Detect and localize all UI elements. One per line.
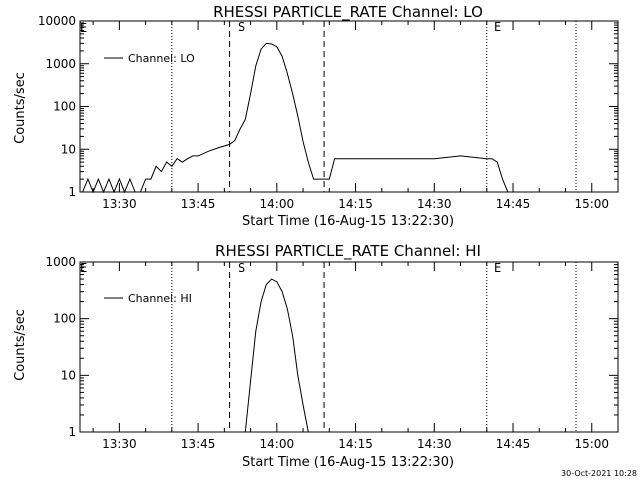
x-tick-label: 15:00 [574, 437, 609, 451]
x-tick-label: 14:00 [260, 437, 295, 451]
panel-lo: RHESSI PARTICLE_RATE Channel: LO Counts/… [13, 3, 501, 229]
y-tick-label: 1000 [45, 57, 76, 71]
panel-hi-title: RHESSI PARTICLE_RATE Channel: HI [215, 242, 481, 261]
panel-lo-xlabel: Start Time (16-Aug-15 13:22:30) [242, 214, 454, 229]
x-tick-label: 15:00 [574, 197, 609, 211]
plot-frame [79, 261, 619, 433]
series-line [82, 42, 613, 194]
panel-lo-ylabel: Counts/sec [13, 72, 28, 144]
y-tick-label: 100 [53, 100, 76, 114]
y-tick-label: 10 [61, 368, 76, 382]
x-tick-label: 14:15 [338, 437, 373, 451]
x-tick-label: 14:30 [417, 437, 452, 451]
x-tick-label: 14:00 [260, 197, 295, 211]
y-tick-label: 10 [61, 142, 76, 156]
y-tick-label: 1 [68, 185, 76, 199]
x-tick-label: 14:45 [496, 437, 531, 451]
panel-lo-legend-label: Channel: LO [128, 52, 195, 65]
x-tick-label: 13:30 [102, 437, 137, 451]
x-tick-label: 13:45 [181, 197, 216, 211]
panel-hi: RHESSI PARTICLE_RATE Channel: HI Counts/… [13, 242, 501, 470]
panel-hi-marker-e-end: E [494, 261, 501, 275]
plot-area-0: 13:30 13:45 14:00 14:15 14:30 14:45 15:00 1 10 10… [38, 14, 619, 211]
y-tick-label: 100 [53, 312, 76, 326]
y-tick-label: 10000 [38, 14, 76, 28]
panel-hi-xlabel: Start Time (16-Aug-15 13:22:30) [242, 455, 454, 470]
panel-hi-legend-label: Channel: HI [128, 292, 192, 305]
plot-area-1: 13:30 13:45 14:00 14:15 14:30 14:45 15:00 1 10 10… [45, 255, 619, 451]
panel-hi-marker-e-start: E [80, 261, 87, 275]
panel-lo-marker-s: S [238, 20, 245, 34]
x-tick-label: 14:15 [338, 197, 373, 211]
y-tick-label: 1000 [45, 255, 76, 269]
panel-hi-marker-s: S [238, 261, 245, 275]
panel-hi-ylabel: Counts/sec [13, 309, 28, 381]
panel-lo-title: RHESSI PARTICLE_RATE Channel: LO [213, 3, 483, 22]
x-tick-label: 14:30 [417, 197, 452, 211]
panel-lo-marker-e-end: E [494, 20, 501, 34]
footer-timestamp: 30-Oct-2021 10:28 [561, 469, 637, 478]
plot-frame [79, 20, 619, 193]
x-tick-label: 14:45 [496, 197, 531, 211]
x-tick-label: 13:30 [102, 197, 137, 211]
x-tick-label: 13:45 [181, 437, 216, 451]
y-tick-label: 1 [68, 425, 76, 439]
series-line [244, 278, 309, 433]
